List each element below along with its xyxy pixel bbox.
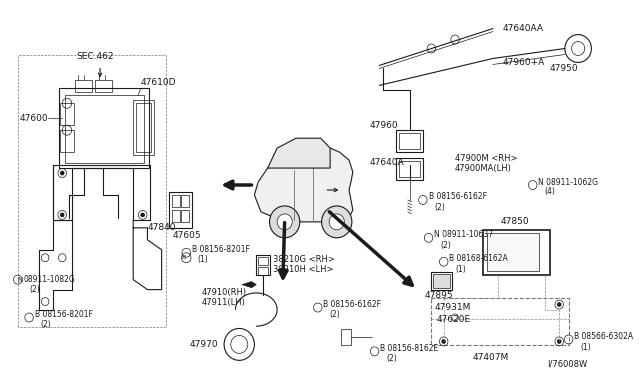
Text: 47640A: 47640A: [370, 158, 404, 167]
Circle shape: [557, 339, 561, 343]
Text: 47910(RH): 47910(RH): [202, 288, 246, 297]
Circle shape: [141, 213, 145, 217]
Text: (2): (2): [40, 320, 51, 329]
Text: 47407M: 47407M: [472, 353, 508, 362]
Bar: [487, 233, 540, 271]
Text: 47970: 47970: [190, 340, 218, 349]
Bar: [396, 130, 423, 152]
Text: 47900M <RH>: 47900M <RH>: [455, 154, 518, 163]
Text: I/76008W: I/76008W: [547, 360, 588, 369]
Bar: [60, 89, 149, 168]
Text: N: N: [18, 277, 23, 283]
Text: 38210G <RH>: 38210G <RH>: [273, 255, 335, 264]
Text: 47840: 47840: [147, 223, 176, 232]
Text: 47600: 47600: [20, 114, 48, 123]
Text: 38210H <LH>: 38210H <LH>: [273, 265, 334, 274]
Text: 47900MA(LH): 47900MA(LH): [455, 164, 512, 173]
Circle shape: [442, 339, 445, 343]
Bar: [182, 210, 189, 222]
Text: 47895: 47895: [425, 291, 453, 300]
Text: (2): (2): [329, 310, 340, 319]
Text: B 08156-8201F: B 08156-8201F: [35, 310, 93, 319]
Bar: [136, 103, 151, 152]
Text: (2): (2): [440, 241, 451, 250]
Text: B 08156-6162F: B 08156-6162F: [429, 192, 486, 202]
Bar: [60, 103, 74, 125]
Text: 47960+A: 47960+A: [502, 58, 545, 67]
Circle shape: [557, 302, 561, 307]
Bar: [431, 272, 452, 290]
Text: B 08156-8201F: B 08156-8201F: [192, 245, 250, 254]
Bar: [172, 210, 180, 222]
Text: B 08566-6302A: B 08566-6302A: [574, 332, 634, 341]
Text: 47850: 47850: [500, 217, 529, 227]
Bar: [342, 330, 351, 346]
Bar: [182, 195, 189, 207]
Bar: [396, 158, 423, 180]
Text: 47620E: 47620E: [436, 315, 470, 324]
Bar: [172, 195, 180, 207]
Bar: [483, 230, 550, 275]
Circle shape: [321, 206, 352, 238]
Text: B 08156-8162E: B 08156-8162E: [380, 344, 438, 353]
Bar: [256, 255, 269, 275]
Text: (4): (4): [544, 187, 555, 196]
Text: B: B: [181, 255, 186, 260]
Text: (1): (1): [580, 343, 591, 352]
Bar: [169, 192, 192, 228]
Text: B 08156-6162F: B 08156-6162F: [323, 300, 381, 309]
Text: 08911-1082G: 08911-1082G: [24, 275, 75, 284]
Text: 47610D: 47610D: [141, 78, 176, 87]
Bar: [95, 80, 113, 92]
Text: (1): (1): [198, 255, 209, 264]
Bar: [433, 274, 451, 288]
Bar: [65, 95, 143, 163]
Text: 47960: 47960: [370, 121, 399, 130]
Bar: [258, 267, 268, 275]
Polygon shape: [242, 282, 256, 288]
Text: SEC.462: SEC.462: [77, 52, 114, 61]
Text: (2): (2): [386, 354, 397, 363]
Text: (1): (1): [455, 265, 466, 274]
Text: 47911(LH): 47911(LH): [202, 298, 245, 307]
Circle shape: [60, 213, 64, 217]
Text: 47605: 47605: [173, 231, 202, 240]
Circle shape: [269, 206, 300, 238]
Polygon shape: [254, 148, 353, 222]
Text: B 08168-6162A: B 08168-6162A: [449, 254, 508, 263]
Text: 47950: 47950: [550, 64, 579, 73]
Text: N 08911-1062G: N 08911-1062G: [538, 177, 598, 186]
Text: 47640AA: 47640AA: [502, 24, 543, 33]
Circle shape: [329, 214, 344, 230]
Polygon shape: [268, 138, 330, 168]
Bar: [431, 298, 569, 346]
Circle shape: [60, 171, 64, 175]
Text: N 08911-10637: N 08911-10637: [435, 230, 493, 239]
Bar: [399, 133, 420, 149]
Text: (2): (2): [29, 285, 40, 294]
Text: 47931M: 47931M: [435, 303, 470, 312]
Text: (2): (2): [435, 203, 445, 212]
Bar: [74, 80, 92, 92]
Bar: [258, 257, 268, 265]
Bar: [133, 100, 154, 155]
Bar: [60, 130, 74, 152]
Bar: [399, 161, 420, 177]
Circle shape: [277, 214, 292, 230]
